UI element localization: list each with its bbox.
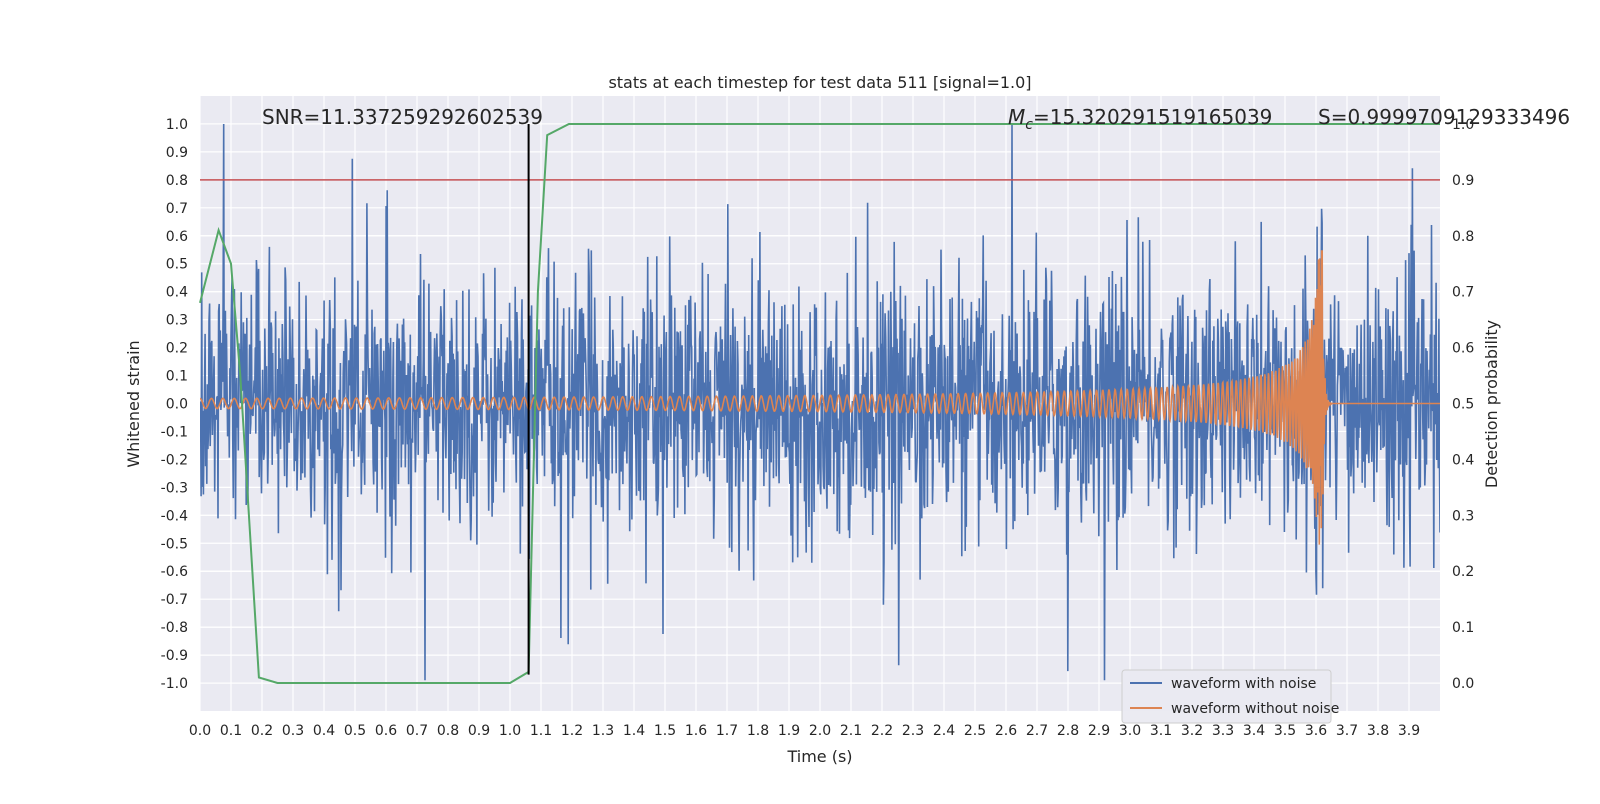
y-tick-label: 1.0 bbox=[166, 117, 188, 133]
legend-label-noise: waveform with noise bbox=[1171, 676, 1316, 692]
s-annotation: S=0.9999709129333496 bbox=[1318, 105, 1570, 129]
x-tick-label: 2.4 bbox=[933, 723, 955, 739]
y-tick-label: 0.6 bbox=[166, 229, 188, 245]
x-tick-label: 2.5 bbox=[964, 723, 986, 739]
x-axis-label: Time (s) bbox=[786, 747, 852, 766]
y-tick-label: 0.3 bbox=[166, 313, 188, 329]
x-tick-label: 0.9 bbox=[468, 723, 490, 739]
x-tick-label: 0.2 bbox=[251, 723, 273, 739]
y-tick-label: -0.5 bbox=[161, 536, 188, 552]
x-tick-label: 0.0 bbox=[189, 723, 211, 739]
x-tick-label: 3.3 bbox=[1212, 723, 1234, 739]
y-tick-label: -1.0 bbox=[161, 676, 188, 692]
x-tick-label: 2.2 bbox=[871, 723, 893, 739]
y-tick-label: -0.1 bbox=[161, 424, 188, 440]
y-tick-label: -0.9 bbox=[161, 648, 188, 664]
x-tick-label: 3.7 bbox=[1336, 723, 1358, 739]
x-tick-label: 1.5 bbox=[654, 723, 676, 739]
x-tick-label: 2.0 bbox=[809, 723, 831, 739]
x-tick-label: 0.1 bbox=[220, 723, 242, 739]
x-tick-label: 0.6 bbox=[375, 723, 397, 739]
y-tick-label: -0.8 bbox=[161, 620, 188, 636]
y-tick-label: 0.8 bbox=[166, 173, 188, 189]
y-tick-label: -0.2 bbox=[161, 452, 188, 468]
y-tick-label: -0.4 bbox=[161, 508, 188, 524]
x-tick-label: 0.7 bbox=[406, 723, 428, 739]
y2-tick-label: 0.7 bbox=[1452, 285, 1474, 301]
y2-tick-label: 0.2 bbox=[1452, 564, 1474, 580]
x-tick-label: 3.2 bbox=[1181, 723, 1203, 739]
mc-value: =15.320291519165039 bbox=[1033, 105, 1272, 129]
legend: waveform with noise waveform without noi… bbox=[1121, 669, 1339, 724]
y2-tick-label: 0.3 bbox=[1452, 508, 1474, 524]
x-tick-label: 1.0 bbox=[499, 723, 521, 739]
y-tick-label: -0.6 bbox=[161, 564, 188, 580]
legend-box bbox=[1121, 669, 1332, 724]
x-tick-label: 1.7 bbox=[716, 723, 738, 739]
x-tick-label: 2.1 bbox=[840, 723, 862, 739]
y2-axis-label: Detection probability bbox=[1482, 320, 1501, 488]
x-tick-label: 3.6 bbox=[1305, 723, 1327, 739]
y2-tick-label: 0.5 bbox=[1452, 397, 1474, 413]
y-tick-label: 0.5 bbox=[166, 257, 188, 273]
x-tick-label: 2.6 bbox=[995, 723, 1017, 739]
x-tick-label: 3.0 bbox=[1119, 723, 1141, 739]
mc-subscript: c bbox=[1025, 117, 1033, 133]
x-tick-label: 2.8 bbox=[1057, 723, 1079, 739]
y2-tick-label: 0.9 bbox=[1452, 173, 1474, 189]
y2-tick-label: 1.0 bbox=[1452, 117, 1474, 133]
x-tick-label: 3.8 bbox=[1367, 723, 1389, 739]
x-tick-label: 0.3 bbox=[282, 723, 304, 739]
series-layer bbox=[199, 123, 1440, 684]
chart-title: stats at each timestep for test data 511… bbox=[608, 73, 1031, 92]
x-tick-label: 1.9 bbox=[778, 723, 800, 739]
series-line-detection-probability bbox=[199, 123, 1440, 684]
x-tick-label: 3.1 bbox=[1150, 723, 1172, 739]
snr-annotation: SNR=11.337259292602539 bbox=[262, 105, 543, 129]
y-tick-label: -0.7 bbox=[161, 592, 188, 608]
x-tick-label: 3.9 bbox=[1398, 723, 1420, 739]
x-tick-label: 1.1 bbox=[530, 723, 552, 739]
x-tick-label: 1.6 bbox=[685, 723, 707, 739]
y2-tick-label: 0.1 bbox=[1452, 620, 1474, 636]
y-tick-label: 0.7 bbox=[166, 201, 188, 217]
mc-symbol: M bbox=[1008, 105, 1025, 129]
ticks-layer: 0.0 0.1 0.2 0.3 0.4 0.5 0.6 0.7 0.8 0.9 1.0 1.1 1.2 1… bbox=[161, 117, 1475, 739]
series-line-clean bbox=[200, 250, 1440, 545]
y2-tick-label: 0.6 bbox=[1452, 341, 1474, 357]
x-tick-label: 3.4 bbox=[1243, 723, 1265, 739]
x-tick-label: 1.4 bbox=[623, 723, 645, 739]
mc-annotation: Mc=15.320291519165039 bbox=[1008, 105, 1272, 133]
y2-tick-label: 0.8 bbox=[1452, 229, 1474, 245]
y-tick-label: 0.1 bbox=[166, 369, 188, 385]
x-tick-label: 0.4 bbox=[313, 723, 335, 739]
y-tick-label: 0.9 bbox=[166, 145, 188, 161]
x-tick-label: 2.7 bbox=[1026, 723, 1048, 739]
x-tick-label: 0.8 bbox=[437, 723, 459, 739]
y-tick-label: 0.0 bbox=[166, 397, 188, 413]
y2-tick-label: 0.4 bbox=[1452, 452, 1474, 468]
x-tick-label: 1.2 bbox=[561, 723, 583, 739]
y-axis-label: Whitened strain bbox=[124, 340, 143, 467]
y2-tick-label: 0.0 bbox=[1452, 676, 1474, 692]
x-tick-label: 2.9 bbox=[1088, 723, 1110, 739]
legend-label-clean: waveform without noise bbox=[1171, 701, 1339, 717]
y-tick-label: -0.3 bbox=[161, 480, 188, 496]
x-tick-label: 0.5 bbox=[344, 723, 366, 739]
y-tick-label: 0.2 bbox=[166, 341, 188, 357]
x-tick-label: 3.5 bbox=[1274, 723, 1296, 739]
y-tick-label: 0.4 bbox=[166, 285, 188, 301]
x-tick-label: 1.3 bbox=[592, 723, 614, 739]
x-tick-label: 1.8 bbox=[747, 723, 769, 739]
x-tick-label: 2.3 bbox=[902, 723, 924, 739]
